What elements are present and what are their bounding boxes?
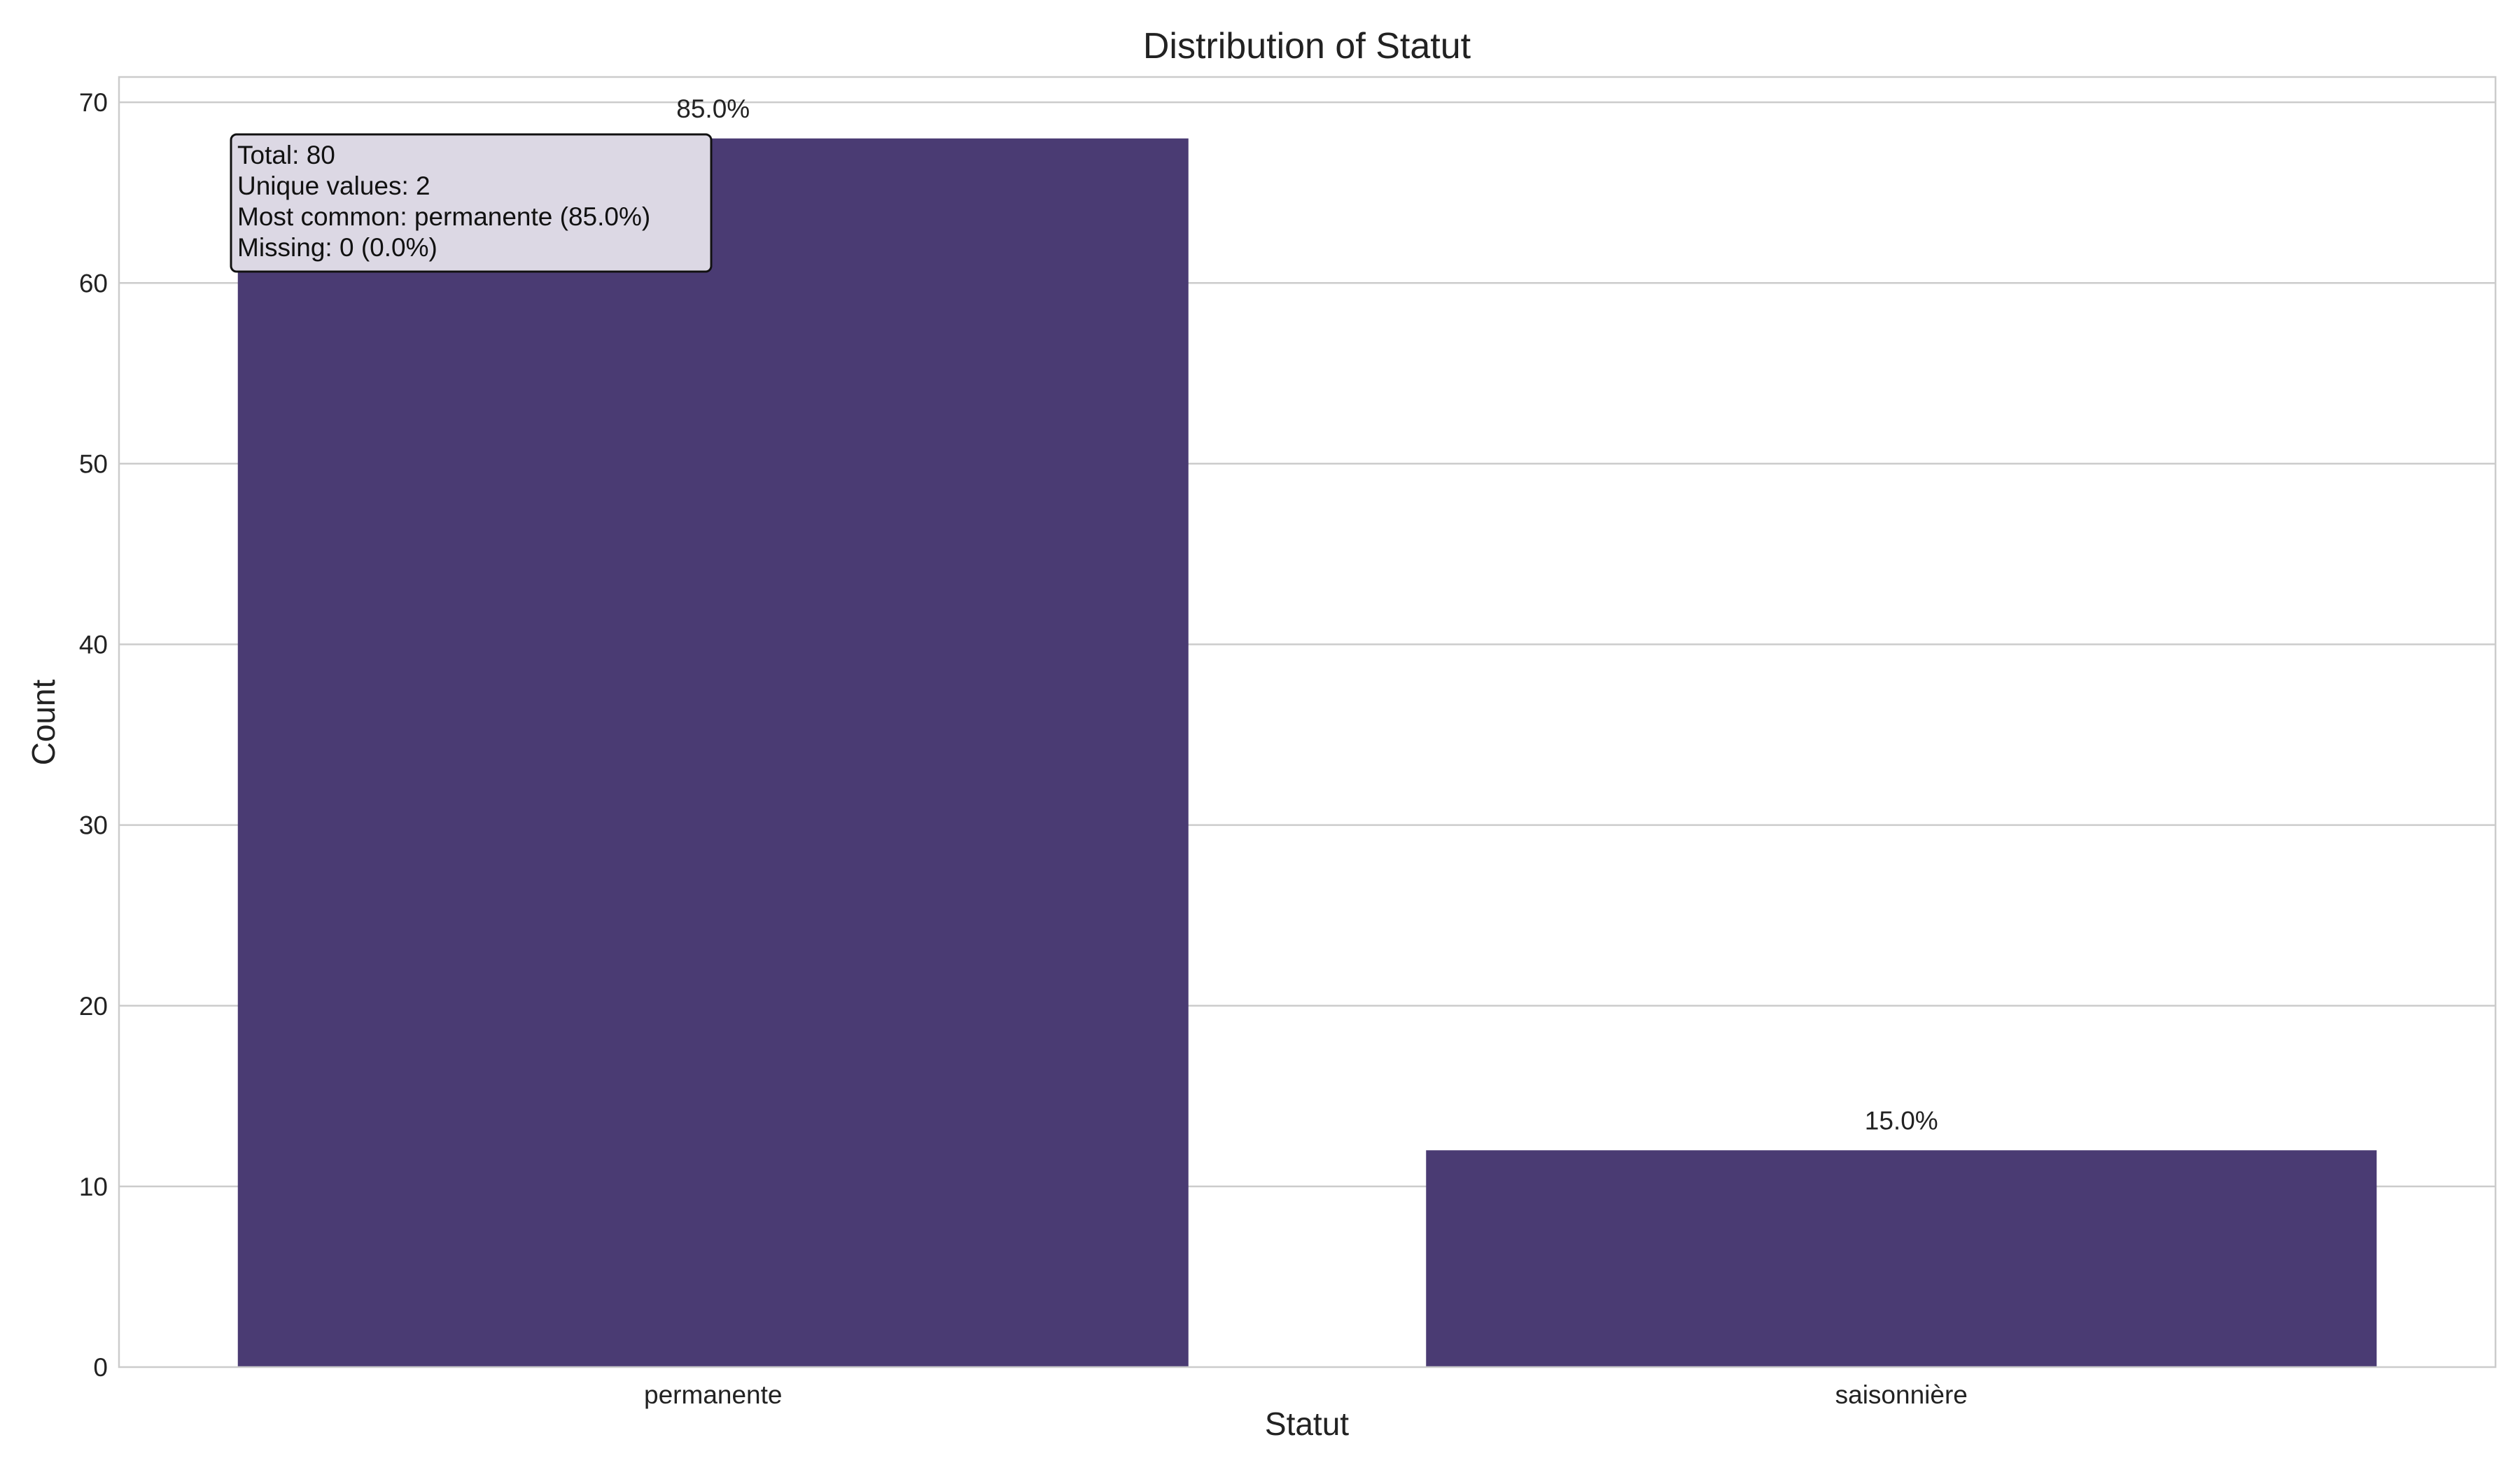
bar-saisonnière	[1426, 1150, 2377, 1367]
chart-title: Distribution of Statut	[1143, 26, 1471, 66]
bar-data-labels: 85.0% 15.0%	[676, 94, 1938, 1135]
y-tick-label: 50	[79, 449, 108, 478]
y-tick-label: 30	[79, 811, 108, 840]
y-tick-label: 70	[79, 88, 108, 117]
y-tick-label: 60	[79, 269, 108, 298]
x-tick-label: saisonnière	[1835, 1380, 1968, 1409]
x-axis-label: Statut	[1265, 1406, 1349, 1442]
stats-unique-values: Unique values: 2	[237, 172, 430, 200]
bar-percent-label: 85.0%	[676, 94, 750, 123]
stats-box: Total: 80 Unique values: 2 Most common: …	[230, 133, 713, 273]
y-tick-label: 40	[79, 631, 108, 659]
x-tick-label: permanente	[644, 1380, 782, 1409]
stats-box-background	[230, 133, 713, 273]
stats-most-common: Most common: permanente (85.0%)	[237, 202, 650, 231]
y-tick-label: 10	[79, 1172, 108, 1201]
stats-missing: Missing: 0 (0.0%)	[237, 233, 438, 262]
y-axis-label: Count	[25, 679, 62, 765]
y-tick-label: 20	[79, 992, 108, 1021]
bar-percent-label: 15.0%	[1865, 1106, 1938, 1135]
bar-permanente	[237, 138, 1189, 1367]
stats-total: Total: 80	[237, 141, 335, 169]
bars	[237, 138, 2377, 1367]
x-axis-ticks: permanente saisonnière	[644, 1380, 1968, 1409]
y-tick-label: 0	[93, 1353, 108, 1382]
plot-frame	[118, 76, 2497, 1368]
y-axis-ticks: 0 10 20 30 40 50 60 70	[79, 88, 108, 1382]
